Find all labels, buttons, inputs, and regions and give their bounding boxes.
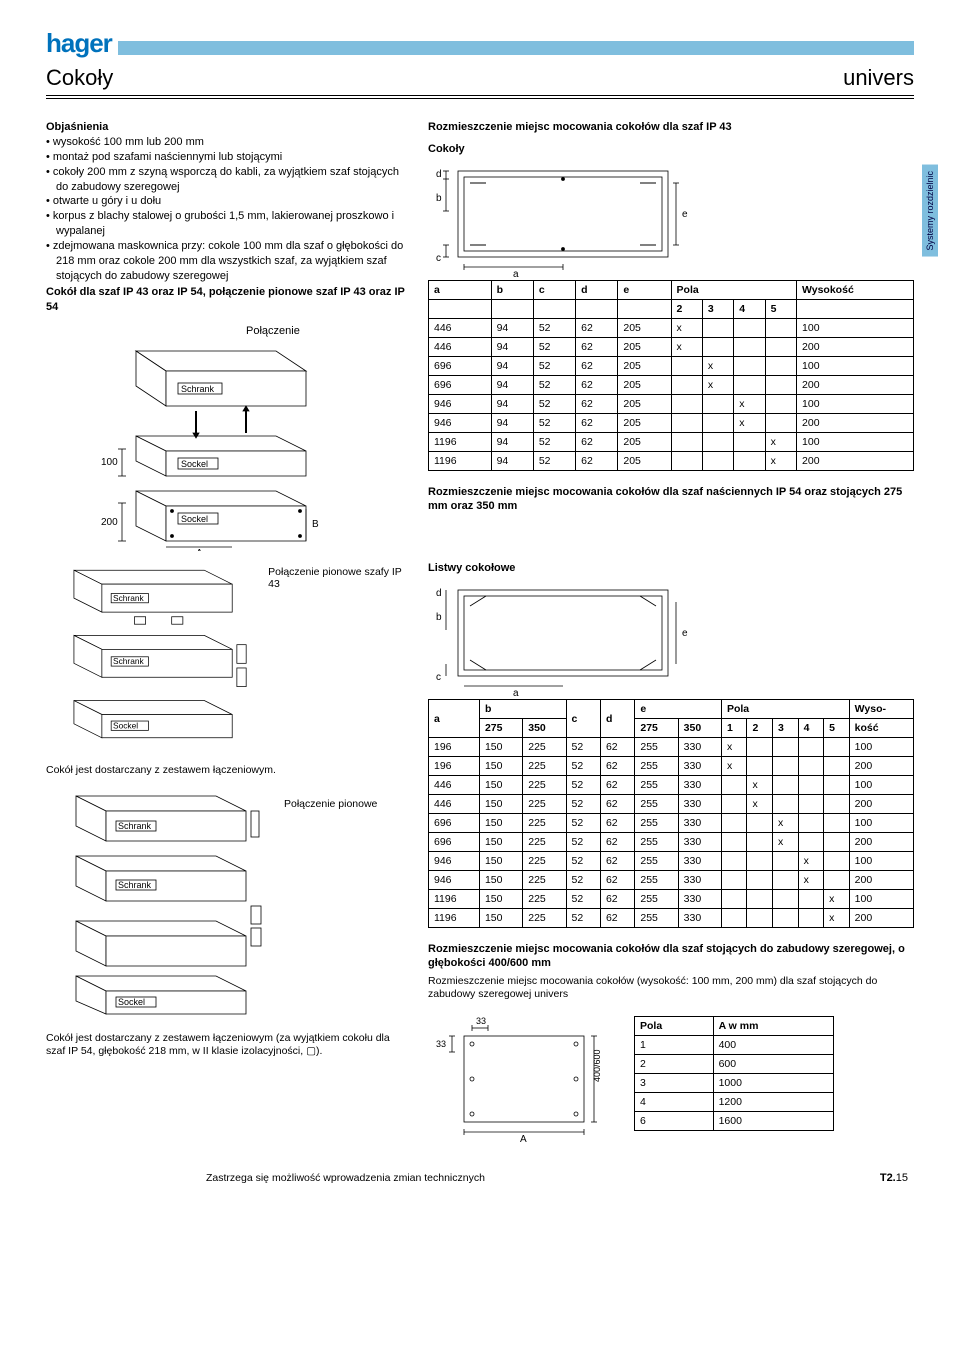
right-top-heading: Rozmieszczenie miejsc mocowania cokołów … <box>428 121 914 133</box>
explanation-item: otwarte u góry i u dołu <box>46 194 406 209</box>
svg-text:Sockel: Sockel <box>181 459 208 469</box>
title-left: Cokoły <box>46 65 113 91</box>
page-number: T2.15 <box>880 1172 908 1184</box>
svg-text:e: e <box>682 209 688 220</box>
exploded-diagram-2: Schrank Schrank Sockel <box>46 554 260 754</box>
svg-text:c: c <box>436 253 441 264</box>
svg-text:A: A <box>520 1134 527 1145</box>
explanation-item: korpus z blachy stalowej o grubości 1,5 … <box>46 209 406 239</box>
table-ip54: abcdePolaWyso-27535027535012345kość19615… <box>428 699 914 928</box>
bottom-subheading: Rozmieszczenie miejsc mocowania cokołów … <box>428 975 914 1002</box>
svg-text:e: e <box>682 628 688 639</box>
conn-pion-label: Połączenie pionowe <box>284 792 377 810</box>
table-ip43: abcdePolaWysokość2345446945262205x100446… <box>428 280 914 471</box>
svg-text:33: 33 <box>476 1016 486 1026</box>
right-mid-heading: Rozmieszczenie miejsc mocowania cokołów … <box>428 485 914 514</box>
exploded-diagram-3: Schrank Schrank Sockel <box>46 786 276 1016</box>
svg-text:33: 33 <box>436 1039 446 1049</box>
svg-text:A: A <box>196 548 203 551</box>
svg-text:Schrank: Schrank <box>118 821 152 831</box>
svg-text:c: c <box>436 672 441 683</box>
connection-label: Połączenie <box>46 325 406 337</box>
svg-text:a: a <box>513 269 519 277</box>
note-delivered-set-2: Cokół jest dostarczany z zestawem łączen… <box>46 1032 406 1059</box>
side-tab: Systemy rozdzielnic <box>922 165 938 257</box>
svg-text:400/600: 400/600 <box>592 1049 602 1082</box>
explanation-item: zdejmowana maskownica przy: cokole 100 m… <box>46 239 406 284</box>
exploded-diagram-1: Schrank Sockel Sockel 100 200 A B <box>46 341 336 551</box>
svg-text:b: b <box>436 193 442 204</box>
svg-text:100: 100 <box>101 457 118 468</box>
rule <box>46 98 914 99</box>
subheading-1: Cokół dla szaf IP 43 oraz IP 54, połącze… <box>46 285 406 315</box>
svg-text:200: 200 <box>101 517 118 528</box>
svg-text:Schrank: Schrank <box>181 384 215 394</box>
svg-text:Sockel: Sockel <box>181 514 208 524</box>
svg-text:d: d <box>436 169 442 180</box>
svg-text:a: a <box>513 688 519 696</box>
plinth-diagram-ip43: d b c a e <box>428 157 718 277</box>
svg-text:Sockel: Sockel <box>118 997 145 1007</box>
svg-text:b: b <box>436 612 442 623</box>
explanation-item: wysokość 100 mm lub 200 mm <box>46 135 406 150</box>
explanations-list: wysokość 100 mm lub 200 mm montaż pod sz… <box>46 135 406 283</box>
explanations-heading: Objaśnienia <box>46 121 406 133</box>
explanation-item: cokoły 200 mm z szyną wsporczą do kabli,… <box>46 165 406 195</box>
svg-text:d: d <box>436 588 442 599</box>
note-delivered-set: Cokół jest dostarczany z zestawem łączen… <box>46 764 406 778</box>
plinth-diagram-row: 33 33 A 400/600 <box>428 1016 608 1146</box>
explanation-item: montaż pod szafami naściennymi lub stoją… <box>46 150 406 165</box>
footer-disclaimer: Zastrzega się możliwość wprowadzenia zmi… <box>206 1172 485 1184</box>
mid-connection-label: Połączenie pionowe szafy IP 43 <box>268 566 406 590</box>
page-title-row: Cokoły univers <box>46 63 914 96</box>
title-right: univers <box>843 65 914 91</box>
svg-text:B: B <box>312 519 319 530</box>
svg-text:Sockel: Sockel <box>113 721 138 731</box>
svg-text:Schrank: Schrank <box>113 656 144 666</box>
table-row-mount: PolaA w mm14002600310004120061600 <box>634 1016 834 1131</box>
svg-text:Schrank: Schrank <box>118 880 152 890</box>
diag2-title: Listwy cokołowe <box>428 562 914 574</box>
plinth-diagram-ip54: d b c a e <box>428 576 718 696</box>
header-accent-bar <box>118 41 914 55</box>
svg-text:Schrank: Schrank <box>113 593 144 603</box>
diag1-title: Cokoły <box>428 143 914 155</box>
bottom-heading: Rozmieszczenie miejsc mocowania cokołów … <box>428 942 914 971</box>
brand-logo: hager <box>46 28 112 59</box>
